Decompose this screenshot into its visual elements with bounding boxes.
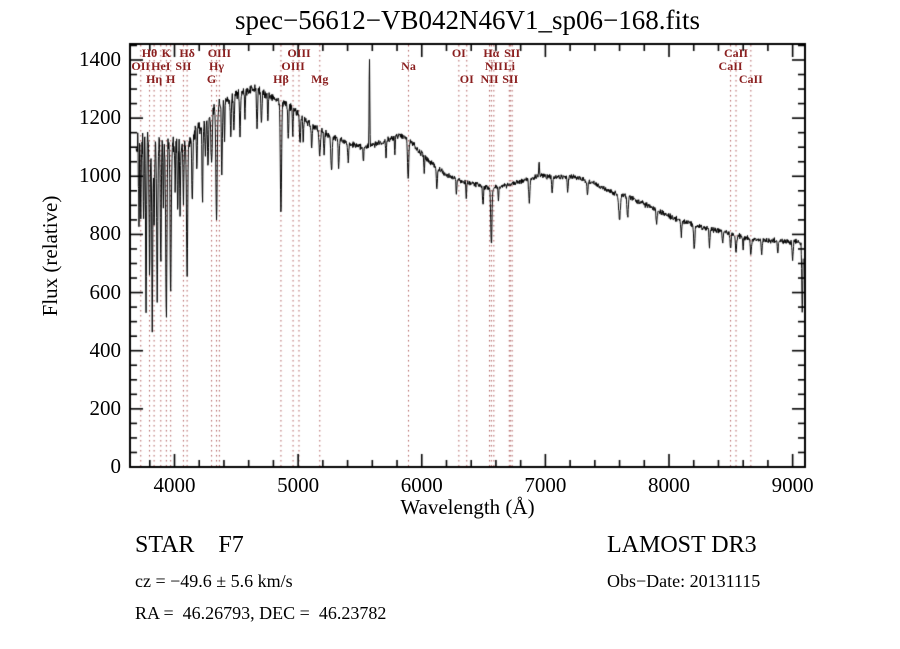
spectral-line-label: Hη	[146, 72, 163, 86]
spectral-line-label: CaII	[724, 46, 749, 60]
spectral-line-label: OI	[451, 46, 466, 60]
spectral-line-label: OIII	[281, 59, 305, 73]
y-tick-label: 1200	[79, 105, 121, 130]
spectral-line-label: SII	[504, 46, 521, 60]
spectral-line-label: Hθ	[141, 46, 158, 60]
x-tick-label: 5000	[277, 473, 320, 497]
spectral-line-label: NII	[484, 59, 503, 73]
x-tick-label: 4000	[153, 473, 196, 497]
spectral-line-label: Na	[401, 59, 416, 73]
survey-release: LAMOST DR3	[607, 532, 757, 558]
spectral-line-label: OII	[131, 59, 151, 73]
spectral-line-label: OIII	[207, 46, 232, 60]
y-tick-label: 1000	[79, 163, 121, 188]
y-tick-label: 800	[89, 221, 122, 246]
spectral-line-label: CaII	[738, 72, 763, 86]
spectral-line-label: Hα	[483, 46, 500, 60]
spectral-line-label: CaII	[718, 59, 743, 73]
spectral-line-label: SII	[175, 59, 192, 73]
spectral-line-label: Hβ	[273, 72, 289, 86]
y-tick-label: 0	[110, 454, 122, 478]
spectral-line-label: OIII	[287, 46, 311, 60]
cz-velocity: cz = −49.6 ± 5.6 km/s	[135, 571, 293, 591]
plot-title: spec−56612−VB042N46V1_sp06−168.fits	[235, 5, 700, 35]
spectral-line-label: NII	[480, 72, 499, 86]
x-tick-label: 7000	[524, 473, 567, 497]
x-axis-title: Wavelength (Å)	[400, 495, 535, 519]
spectral-line-label: H	[166, 72, 176, 86]
y-tick-label: 200	[89, 395, 122, 420]
spectral-line-label: Li	[503, 59, 515, 73]
spectral-line-label: OI	[459, 72, 474, 86]
obs-date: Obs−Date: 20131115	[607, 571, 761, 591]
y-tick-label: 600	[89, 279, 122, 304]
spectral-line-label: SII	[502, 72, 519, 86]
object-classification: STAR F7	[135, 532, 244, 558]
spectral-line-label: HeI	[151, 59, 171, 73]
y-tick-label: 400	[89, 337, 122, 362]
x-tick-label: 8000	[648, 473, 690, 497]
spectral-line-label: K	[161, 46, 172, 60]
spectral-line-label: Hγ	[209, 59, 224, 73]
y-tick-label: 1400	[79, 46, 121, 71]
x-tick-label: 6000	[400, 473, 443, 497]
coordinates: RA = 46.26793, DEC = 46.23782	[135, 603, 387, 623]
spectral-line-label: G	[206, 72, 217, 86]
spectral-line-label: Hδ	[179, 46, 195, 60]
spectral-line-label: Mg	[311, 72, 329, 86]
x-tick-label: 9000	[771, 473, 814, 497]
